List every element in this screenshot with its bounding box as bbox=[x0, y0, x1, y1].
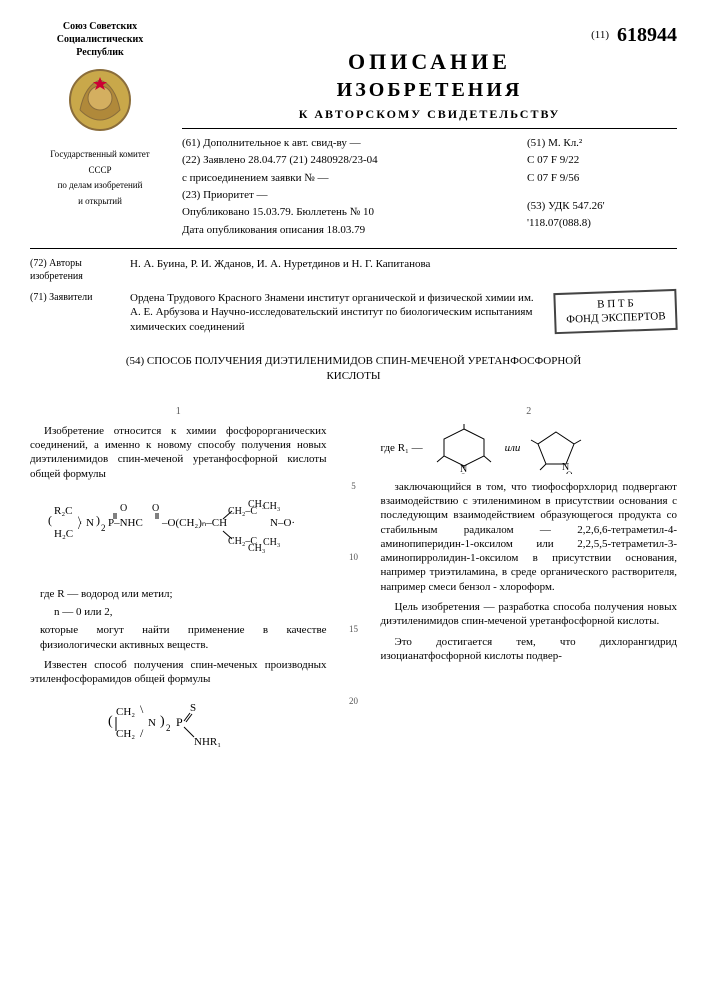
section-label-72: (72) Авторы изобретения bbox=[30, 257, 120, 283]
applicants-text: Ордена Трудового Красного Знамени инстит… bbox=[130, 292, 534, 333]
committee-line: СССР bbox=[30, 165, 170, 177]
formula-svg-2: ( CH₂ CH₂ \ / N ) 2 P S NHR₁ bbox=[108, 695, 248, 755]
certificate-title: К АВТОРСКОМУ СВИДЕТЕЛЬСТВУ bbox=[182, 107, 677, 130]
formula-svg-1: ( R₂C H₂C \ / N ) 2 P–NHC O O –O(CH₂)ₙ–C… bbox=[48, 489, 308, 579]
svg-text:–O(CH₂)ₙ–CH: –O(CH₂)ₙ–CH bbox=[161, 517, 227, 529]
authors-section: (72) Авторы изобретения Н. А. Буина, Р. … bbox=[30, 257, 677, 283]
where-clause: которые могут найти применение в качеств… bbox=[40, 623, 327, 652]
header-row: Союз Советских Социалистических Республи… bbox=[30, 20, 677, 240]
line-number: 10 bbox=[347, 552, 361, 564]
publication-number: 618944 bbox=[617, 22, 677, 48]
svg-text:(: ( bbox=[108, 714, 113, 729]
committee-line: Государственный комитет bbox=[30, 149, 170, 161]
svg-text:/: / bbox=[78, 518, 82, 532]
meta-field-23: (23) Приоритет — bbox=[182, 188, 517, 202]
invention-title: (54) СПОСОБ ПОЛУЧЕНИЯ ДИЭТИЛЕНИМИДОВ СПИ… bbox=[110, 354, 597, 385]
applicants-section: (71) Заявители В П Т Б ФОНД ЭКСПЕРТОВ Ор… bbox=[30, 291, 677, 334]
where-label: где R₁ — bbox=[381, 441, 423, 455]
paragraph: Известен способ получения спин-меченых п… bbox=[30, 658, 327, 687]
where-clause: n — 0 или 2, bbox=[54, 605, 327, 619]
metadata-grid: (61) Дополнительное к авт. свид-ву — (22… bbox=[182, 133, 677, 240]
where-clause: где R — водород или метил; bbox=[40, 587, 327, 601]
svg-text:\: \ bbox=[140, 702, 144, 716]
or-text: или bbox=[505, 441, 521, 455]
svg-text:NHR₁: NHR₁ bbox=[194, 736, 221, 748]
chemical-formula-2: ( CH₂ CH₂ \ / N ) 2 P S NHR₁ bbox=[30, 695, 327, 755]
svg-text:CH₂–C: CH₂–C bbox=[228, 506, 257, 517]
section-label-71: (71) Заявители bbox=[30, 291, 120, 334]
meta-field-desc-date: Дата опубликования описания 18.03.79 bbox=[182, 223, 517, 237]
meta-right: (51) М. Кл.² C 07 F 9/22 C 07 F 9/56 (53… bbox=[527, 133, 677, 240]
svg-text:R₂C: R₂C bbox=[54, 505, 73, 517]
svg-text:P: P bbox=[176, 715, 183, 729]
col-number: 1 bbox=[30, 405, 327, 418]
document-subtitle: ИЗОБРЕТЕНИЯ bbox=[182, 77, 677, 103]
meta-left: (61) Дополнительное к авт. свид-ву — (22… bbox=[182, 133, 517, 240]
svg-text:2: 2 bbox=[166, 723, 171, 733]
authors-list: Н. А. Буина, Р. И. Жданов, И. А. Нуретди… bbox=[130, 257, 677, 283]
committee-line: по делам изобретений bbox=[30, 180, 170, 192]
svg-text:H₂C: H₂C bbox=[54, 528, 73, 540]
chemical-formula-1: ( R₂C H₂C \ / N ) 2 P–NHC O O –O(CH₂)ₙ–C… bbox=[30, 489, 327, 579]
svg-text:O·: O· bbox=[460, 472, 470, 474]
svg-text:2: 2 bbox=[101, 523, 106, 533]
divider bbox=[30, 248, 677, 249]
stamp-line2: ФОНД ЭКСПЕРТОВ bbox=[566, 310, 666, 328]
column-1: 1 Изобретение относится к химии фосфорор… bbox=[30, 401, 327, 763]
org-line: Социалистических bbox=[30, 33, 170, 46]
line-number-gutter: 5 10 15 20 bbox=[347, 401, 361, 763]
svg-text:O: O bbox=[152, 503, 159, 514]
svg-text:CH₂: CH₂ bbox=[116, 728, 135, 740]
title-block: (11) 618944 ОПИСАНИЕ ИЗОБРЕТЕНИЯ К АВТОР… bbox=[182, 20, 677, 240]
svg-text:P–NHC: P–NHC bbox=[108, 517, 143, 529]
library-stamp: В П Т Б ФОНД ЭКСПЕРТОВ bbox=[553, 289, 678, 334]
svg-text:): ) bbox=[96, 513, 100, 527]
col-number: 2 bbox=[381, 405, 678, 418]
svg-text:N: N bbox=[86, 517, 94, 529]
committee-line: и открытий bbox=[30, 196, 170, 208]
paragraph: Цель изобретения — разработка способа по… bbox=[381, 600, 678, 629]
svg-text:CH₃: CH₃ bbox=[263, 537, 280, 548]
line-number: 20 bbox=[347, 696, 361, 708]
svg-text:/: / bbox=[140, 726, 144, 740]
svg-text:CH₃: CH₃ bbox=[263, 501, 280, 512]
org-line: Союз Советских bbox=[30, 20, 170, 33]
meta-field-22: (22) Заявлено 28.04.77 (21) 2480928/23-0… bbox=[182, 153, 517, 167]
paragraph: заключающийся в том, что тиофосфорхлорид… bbox=[381, 480, 678, 594]
svg-text:N: N bbox=[148, 717, 156, 729]
pubnum-prefix: (11) bbox=[591, 28, 609, 42]
meta-field-published: Опубликовано 15.03.79. Бюллетень № 10 bbox=[182, 205, 517, 219]
document-type-title: ОПИСАНИЕ bbox=[182, 48, 677, 77]
paragraph: Изобретение относится к химии фосфорорга… bbox=[30, 424, 327, 481]
meta-field-51c: C 07 F 9/56 bbox=[527, 171, 677, 185]
meta-field-53: (53) УДК 547.26' bbox=[527, 199, 677, 213]
radical-structure-1-icon: N O· bbox=[429, 424, 499, 474]
publication-number-row: (11) 618944 bbox=[182, 22, 677, 48]
meta-field-51b: C 07 F 9/22 bbox=[527, 153, 677, 167]
svg-text:O·: O· bbox=[566, 470, 576, 474]
svg-text:O: O bbox=[120, 503, 127, 514]
meta-field-61: (61) Дополнительное к авт. свид-ву — bbox=[182, 136, 517, 150]
radical-structure-2-icon: N O· bbox=[526, 424, 586, 474]
svg-text:CH₂: CH₂ bbox=[116, 706, 135, 718]
applicants-list: В П Т Б ФОНД ЭКСПЕРТОВ Ордена Трудового … bbox=[130, 291, 677, 334]
state-emblem-icon bbox=[65, 65, 135, 135]
line-number: 5 bbox=[347, 481, 361, 493]
meta-field-53b: '118.07(088.8) bbox=[527, 216, 677, 230]
meta-field-51: (51) М. Кл.² bbox=[527, 136, 677, 150]
paragraph: Это достигается тем, что дихлорангидрид … bbox=[381, 635, 678, 664]
svg-text:): ) bbox=[160, 714, 165, 729]
body-columns: 1 Изобретение относится к химии фосфорор… bbox=[30, 401, 677, 763]
svg-text:(: ( bbox=[48, 513, 52, 527]
column-2: 2 где R₁ — N O· или N O· bbox=[381, 401, 678, 763]
svg-text:S: S bbox=[190, 702, 196, 714]
line-number: 15 bbox=[347, 624, 361, 636]
org-line: Республик bbox=[30, 46, 170, 59]
svg-text:N–O·: N–O· bbox=[270, 517, 295, 529]
meta-field-join: с присоединением заявки № — bbox=[182, 171, 517, 185]
where-r1: где R₁ — N O· или N O· bbox=[381, 424, 678, 474]
issuing-org: Союз Советских Социалистических Республи… bbox=[30, 20, 170, 240]
